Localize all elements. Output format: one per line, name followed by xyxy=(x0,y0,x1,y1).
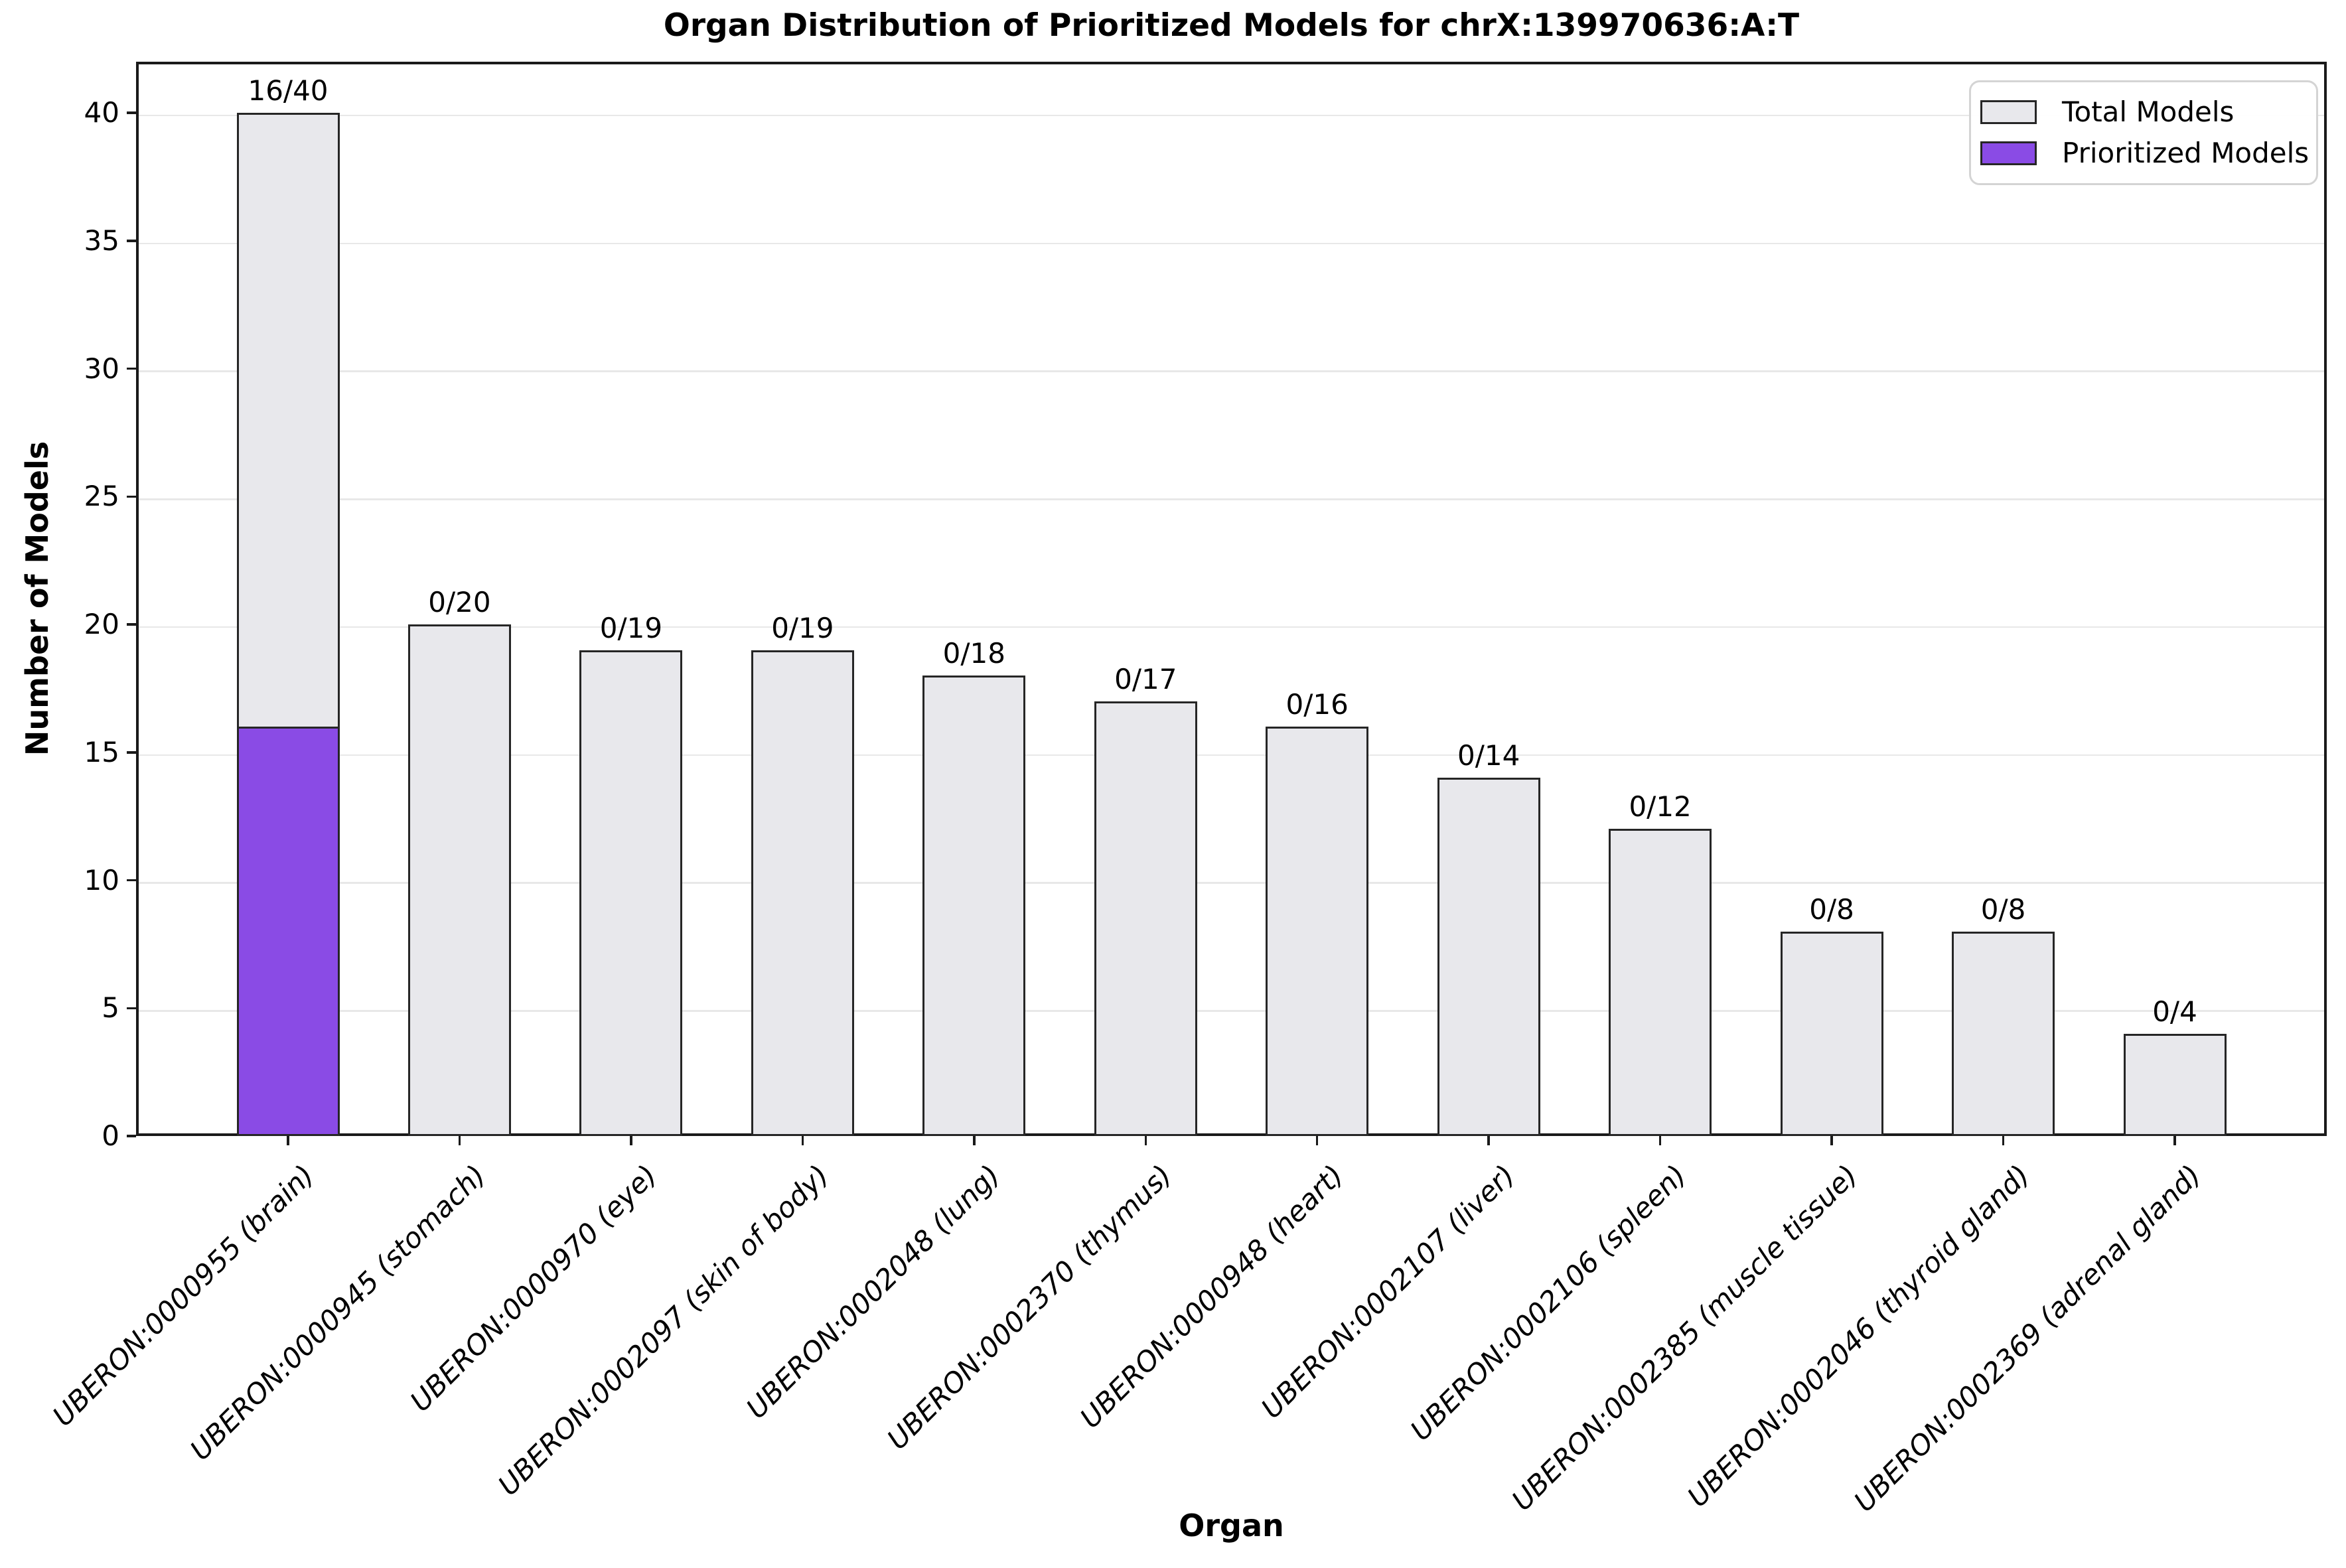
x-tick-label-text-11: UBERON:0002046 (thyroid gland) xyxy=(1680,1159,2036,1514)
chart-title: Organ Distribution of Prioritized Models… xyxy=(663,7,1800,44)
x-tick-1 xyxy=(287,1136,289,1145)
x-tick-label-text-4: UBERON:0002097 (skin of body) xyxy=(491,1159,836,1502)
x-tick-7 xyxy=(1315,1136,1319,1145)
legend-label-prioritized-models: Prioritized Models xyxy=(2062,137,2309,170)
y-tick-30 xyxy=(127,367,136,370)
gridline-y-35 xyxy=(139,242,2324,245)
y-tick-label-10: 10 xyxy=(84,863,119,896)
y-tick-label-5: 5 xyxy=(102,991,119,1025)
y-tick-label-40: 40 xyxy=(84,96,119,129)
x-tick-11 xyxy=(2002,1136,2005,1145)
y-tick-5 xyxy=(127,1007,136,1009)
bar-value-label-8: 0/14 xyxy=(1457,739,1520,772)
legend: Total Models Prioritized Models xyxy=(1969,80,2318,185)
total-bar-4 xyxy=(751,650,854,1136)
bar-value-label-7: 0/16 xyxy=(1285,688,1349,721)
gridline-y-5 xyxy=(139,1010,2324,1012)
x-tick-2 xyxy=(458,1136,461,1145)
y-tick-0 xyxy=(127,1135,136,1137)
x-tick-label-text-6: UBERON:0002370 (thymus) xyxy=(881,1159,1178,1456)
total-bar-3 xyxy=(579,650,683,1136)
y-tick-20 xyxy=(127,623,136,626)
bar-value-label-5: 0/18 xyxy=(942,637,1005,670)
y-tick-label-15: 15 xyxy=(84,735,119,768)
gridline-y-20 xyxy=(139,626,2324,628)
total-bar-10 xyxy=(1780,931,1883,1136)
y-tick-25 xyxy=(127,495,136,498)
gridline-y-15 xyxy=(139,754,2324,756)
total-bar-11 xyxy=(1952,931,2055,1136)
bar-value-label-6: 0/17 xyxy=(1114,662,1177,695)
x-tick-label-text-9: UBERON:0002106 (spleen) xyxy=(1404,1159,1693,1447)
legend-swatch-total-models xyxy=(1980,100,2037,124)
y-tick-label-25: 25 xyxy=(84,480,119,513)
bar-value-label-11: 0/8 xyxy=(1980,892,2026,926)
legend-label-total-models: Total Models xyxy=(2062,95,2235,128)
y-tick-10 xyxy=(127,879,136,882)
bar-value-label-12: 0/4 xyxy=(2152,995,2197,1028)
y-tick-label-20: 20 xyxy=(84,608,119,641)
y-tick-15 xyxy=(127,751,136,754)
x-tick-12 xyxy=(2173,1136,2176,1145)
y-tick-label-30: 30 xyxy=(84,352,119,385)
total-bar-6 xyxy=(1094,701,1197,1136)
x-tick-6 xyxy=(1144,1136,1147,1145)
gridline-y-25 xyxy=(139,498,2324,500)
bar-value-label-3: 0/19 xyxy=(599,611,663,644)
bar-value-label-10: 0/8 xyxy=(1809,892,1854,926)
x-tick-8 xyxy=(1487,1136,1490,1145)
bar-value-label-1: 16/40 xyxy=(248,74,329,107)
x-tick-label-text-12: UBERON:0002369 (adrenal gland) xyxy=(1847,1159,2207,1518)
bar-value-label-9: 0/12 xyxy=(1629,790,1692,823)
x-tick-4 xyxy=(801,1136,804,1145)
y-tick-35 xyxy=(127,240,136,242)
y-tick-label-0: 0 xyxy=(102,1119,119,1152)
total-bar-5 xyxy=(922,676,1026,1136)
total-bar-2 xyxy=(407,624,511,1136)
bar-value-label-2: 0/20 xyxy=(428,586,491,619)
total-bar-12 xyxy=(2123,1033,2227,1136)
x-tick-9 xyxy=(1658,1136,1662,1145)
y-tick-40 xyxy=(127,111,136,114)
y-tick-label-35: 35 xyxy=(84,224,119,257)
gridline-y-10 xyxy=(139,882,2324,884)
x-tick-label-text-2: UBERON:0000945 (stomach) xyxy=(183,1159,492,1467)
total-bar-7 xyxy=(1266,727,1369,1136)
legend-swatch-prioritized-models xyxy=(1980,141,2037,166)
prioritized-bar-1 xyxy=(236,727,340,1136)
x-tick-5 xyxy=(973,1136,976,1145)
x-tick-label-text-10: UBERON:0002385 (muscle tissue) xyxy=(1505,1159,1864,1518)
bar-value-label-4: 0/19 xyxy=(771,611,834,644)
x-tick-3 xyxy=(630,1136,632,1145)
gridline-y-40 xyxy=(139,114,2324,117)
legend-item-prioritized-models: Prioritized Models xyxy=(1980,137,2309,169)
total-bar-8 xyxy=(1437,778,1540,1136)
x-axis-title: Organ xyxy=(1179,1508,1284,1543)
gridline-y-30 xyxy=(139,370,2324,372)
total-bar-9 xyxy=(1609,829,1712,1136)
legend-item-total-models: Total Models xyxy=(1980,96,2309,128)
x-tick-10 xyxy=(1830,1136,1833,1145)
